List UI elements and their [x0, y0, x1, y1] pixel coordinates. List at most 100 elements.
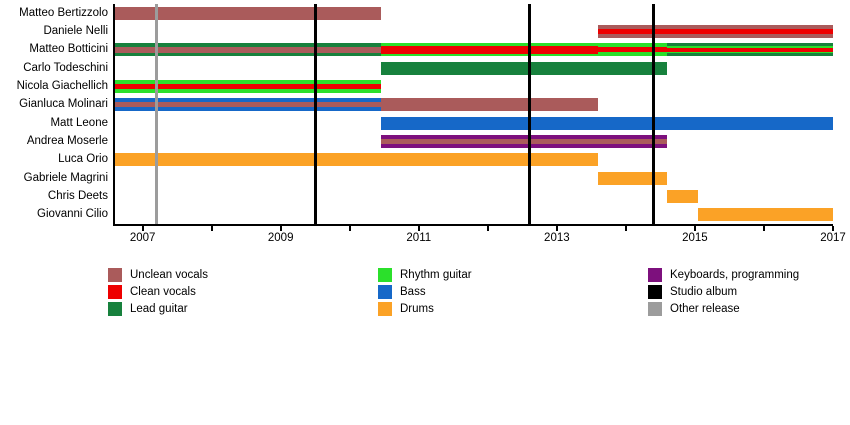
- studio-album-line: [527, 4, 531, 224]
- legend-swatch-rhythm: [378, 268, 392, 282]
- timeline-bar-segment: [380, 98, 599, 112]
- role-stripe-unclean: [115, 46, 381, 53]
- role-stripe-drums: [598, 171, 668, 185]
- legend-swatch-unclean: [108, 268, 122, 282]
- timeline-bar-segment: [667, 190, 699, 203]
- timeline-bar-segment: [115, 98, 381, 112]
- axis-tick-label: 2017: [820, 232, 846, 244]
- timeline-bar-segment: [667, 43, 833, 57]
- role-stripe-clean: [667, 48, 833, 52]
- role-stripe-unclean: [598, 34, 833, 39]
- timeline-bar-segment: [380, 61, 668, 75]
- legend-label: Unclean vocals: [130, 269, 208, 281]
- legend-swatch-drums: [378, 302, 392, 316]
- axis-tick: [486, 226, 489, 231]
- role-stripe-rhythm: [380, 53, 599, 57]
- role-stripe-clean: [115, 83, 381, 90]
- legend-item: Other release: [648, 302, 850, 316]
- legend-swatch-studio_album: [648, 285, 662, 299]
- axis-tick-label: 2011: [406, 232, 432, 244]
- legend-item: Clean vocals: [108, 285, 368, 299]
- legend-swatch-keys: [648, 268, 662, 282]
- timeline-bar-segment: [380, 135, 668, 148]
- role-stripe-lead: [667, 43, 833, 47]
- axis-tick-label: 2007: [129, 232, 156, 244]
- axis-tick: [348, 226, 351, 231]
- role-stripe-lead: [667, 53, 833, 57]
- legend-swatch-bass: [378, 285, 392, 299]
- timeline-bar-segment: [598, 171, 668, 185]
- role-stripe-clean: [598, 29, 833, 35]
- timeline-bar-segment: [598, 43, 668, 57]
- axis-tick: [210, 226, 213, 231]
- axis-tick: [832, 226, 834, 231]
- timeline-bar-segment: [115, 153, 599, 167]
- role-stripe-rhythm: [598, 52, 668, 57]
- role-stripe-rhythm: [667, 51, 833, 54]
- role-stripe-rhythm: [115, 89, 381, 94]
- role-stripe-unclean: [380, 138, 668, 145]
- legend-item: Studio album: [648, 285, 850, 299]
- studio-album-line: [313, 4, 317, 224]
- role-stripe-unclean: [115, 102, 381, 108]
- axis-tick: [417, 226, 420, 231]
- timeline-bar-segment: [115, 43, 381, 57]
- axis-tick: [762, 226, 765, 231]
- role-stripe-drums: [115, 153, 599, 167]
- role-stripe-lead: [115, 52, 381, 57]
- legend-label: Clean vocals: [130, 286, 196, 298]
- timeline-bar-segment: [698, 208, 833, 222]
- axis-tick: [624, 226, 627, 231]
- legend-swatch-lead: [108, 302, 122, 316]
- role-stripe-rhythm: [598, 43, 668, 48]
- legend-item: Bass: [378, 285, 638, 299]
- role-stripe-bass: [380, 116, 833, 130]
- studio-album-line: [652, 4, 655, 224]
- legend-item: Keyboards, programming: [648, 268, 850, 282]
- axis-tick-label: 2013: [544, 232, 570, 244]
- role-stripe-lead: [380, 61, 668, 75]
- member-label: Andrea Moserle: [26, 135, 108, 147]
- timeline-bar-segment: [115, 80, 381, 94]
- legend-item: Unclean vocals: [108, 268, 368, 282]
- role-stripe-clean: [598, 47, 668, 53]
- plot-area: [113, 4, 833, 226]
- legend-label: Other release: [670, 303, 740, 315]
- member-label: Gabriele Magrini: [23, 171, 108, 184]
- legend-item: Lead guitar: [108, 302, 368, 316]
- role-stripe-unclean: [598, 25, 833, 30]
- legend-label: Bass: [400, 286, 426, 298]
- legend-item: Rhythm guitar: [378, 268, 638, 282]
- legend-swatch-clean: [108, 285, 122, 299]
- member-label: Daniele Nelli: [43, 25, 108, 37]
- role-stripe-rhythm: [380, 43, 599, 46]
- role-stripe-clean: [380, 45, 599, 54]
- timeline-bar-segment: [380, 116, 833, 130]
- other-release-line: [154, 4, 158, 224]
- member-label: Gianluca Molinari: [19, 98, 108, 111]
- axis-tick: [555, 226, 558, 231]
- member-label: Matteo Bertizzolo: [19, 6, 108, 19]
- role-stripe-unclean: [380, 98, 599, 112]
- timeline-bar-segment: [380, 43, 599, 57]
- axis-tick: [141, 226, 144, 231]
- legend-item: Drums: [378, 302, 638, 316]
- legend-label: Studio album: [670, 286, 738, 298]
- axis-tick-label: 2015: [682, 232, 708, 244]
- role-stripe-keys: [380, 135, 668, 139]
- member-label: Matteo Botticini: [29, 43, 108, 56]
- member-label: Luca Orio: [58, 153, 108, 166]
- role-stripe-keys: [380, 144, 668, 148]
- axis-tick: [279, 226, 282, 231]
- member-label: Carlo Todeschini: [23, 61, 108, 74]
- legend-label: Keyboards, programming: [670, 269, 800, 281]
- legend-swatch-other_release: [648, 302, 662, 316]
- member-label: Giovanni Cilio: [37, 208, 108, 221]
- axis-tick-label: 2009: [267, 232, 294, 244]
- role-stripe-rhythm: [667, 46, 833, 49]
- role-stripe-bass: [115, 107, 381, 112]
- legend-label: Drums: [400, 303, 434, 315]
- legend-label: Lead guitar: [130, 303, 188, 315]
- timeline-bar-segment: [598, 25, 833, 39]
- legend-label: Rhythm guitar: [400, 269, 472, 281]
